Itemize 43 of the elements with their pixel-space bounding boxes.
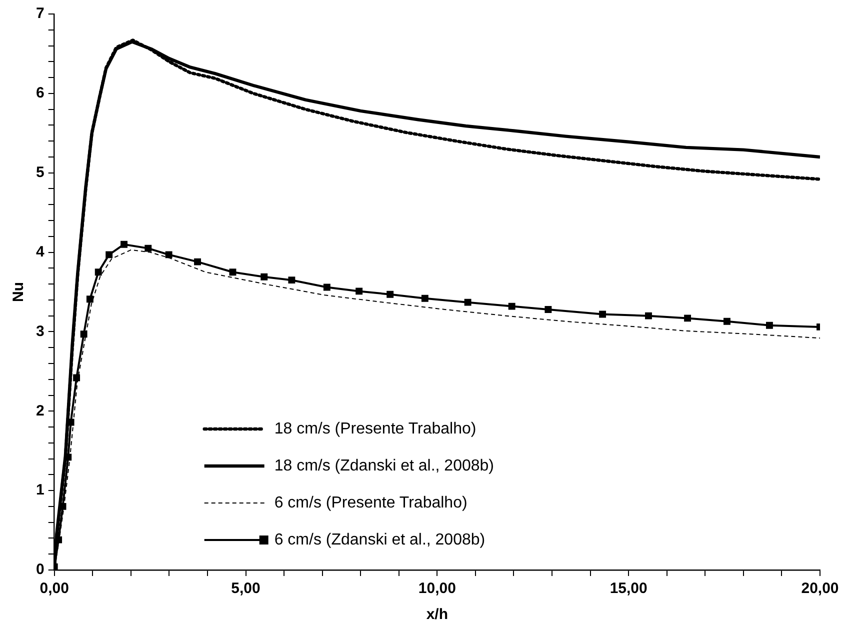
point	[645, 312, 652, 320]
y-tick-label: 1	[36, 482, 44, 499]
point	[288, 276, 296, 284]
point	[544, 306, 552, 313]
point	[94, 268, 102, 276]
point	[724, 318, 730, 325]
x-tick-label: 15,00	[610, 580, 648, 598]
x-tick-label: 10,00	[418, 580, 456, 598]
point	[194, 258, 201, 266]
point	[599, 310, 606, 318]
point	[86, 296, 94, 303]
point	[323, 284, 330, 291]
point	[106, 251, 113, 258]
point	[144, 244, 152, 252]
y-tick-label: 7	[36, 5, 44, 22]
point	[386, 290, 394, 298]
point	[260, 273, 268, 280]
y-axis-title: Nu	[10, 282, 28, 302]
point	[80, 330, 88, 338]
point	[120, 240, 128, 248]
y-tick-label: 2	[36, 402, 44, 420]
point	[229, 268, 236, 276]
point	[464, 298, 472, 306]
y-tick-label: 4	[36, 243, 45, 260]
point	[73, 374, 80, 382]
x-axis-title: x/h	[426, 606, 448, 624]
y-tick-label: 0	[36, 561, 44, 578]
legend-label: 18 cm/s (Presente Trabalho)	[274, 420, 476, 438]
x-tick-label: 5,00	[231, 580, 260, 598]
point	[165, 251, 172, 258]
point	[421, 294, 428, 302]
legend-label: 6 cm/s (Presente Trabalho)	[274, 494, 468, 512]
x-tick-label: 0,00	[40, 580, 69, 598]
y-tick-label: 5	[36, 164, 44, 181]
legend-label: 6 cm/s (Zdanski et al., 2008b)	[274, 531, 486, 548]
x-tick-label: 20,00	[801, 580, 839, 598]
point	[766, 322, 773, 329]
legend-label: 18 cm/s (Zdanski et al., 2008b)	[274, 457, 494, 474]
y-tick-label: 6	[36, 84, 44, 102]
point	[508, 302, 516, 310]
point	[684, 314, 692, 322]
y-tick-label: 3	[36, 322, 44, 340]
point	[356, 288, 363, 295]
